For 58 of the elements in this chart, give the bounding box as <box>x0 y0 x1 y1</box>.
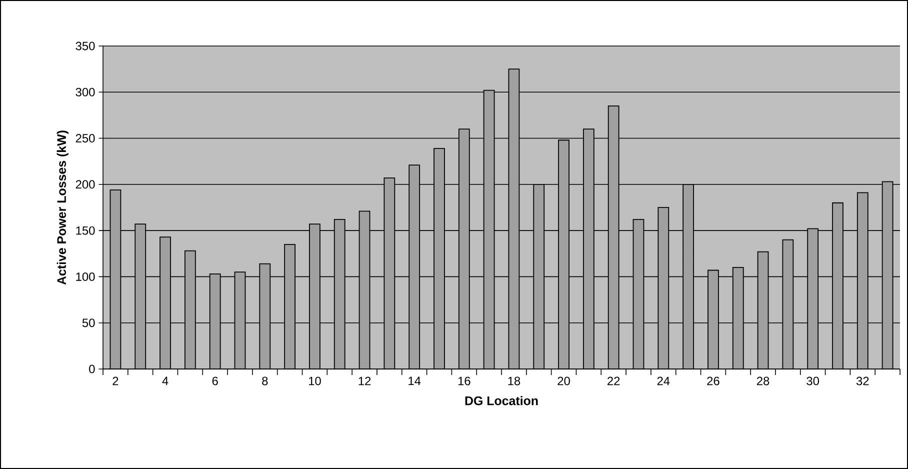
bar <box>234 272 246 369</box>
x-tick-label: 2 <box>112 376 118 386</box>
bar <box>832 202 844 369</box>
y-tick-label: 50 <box>82 318 95 328</box>
bar <box>782 239 794 369</box>
x-tick-label: 22 <box>608 376 620 386</box>
x-tick-label: 18 <box>508 376 520 386</box>
bar <box>732 267 744 369</box>
bar <box>134 224 146 369</box>
y-tick-label: 350 <box>76 42 95 50</box>
y-tick-label: 100 <box>76 272 95 281</box>
x-axis-title: DG Location <box>465 396 538 406</box>
x-tick-label: 4 <box>162 376 168 385</box>
bar <box>608 106 620 369</box>
bar <box>632 219 644 369</box>
bar <box>259 263 271 369</box>
bar <box>284 244 296 369</box>
x-tick-label: 16 <box>458 376 470 386</box>
bar <box>384 178 396 369</box>
x-tick-label: 8 <box>262 376 268 386</box>
bar <box>882 181 894 369</box>
x-tick-label: 26 <box>707 376 720 386</box>
y-tick-label: 200 <box>76 180 95 189</box>
bar <box>160 236 171 369</box>
x-tick-label: 32 <box>856 376 869 386</box>
bar <box>658 207 670 369</box>
bar <box>209 273 221 369</box>
bar <box>483 90 495 369</box>
bar <box>558 140 570 369</box>
x-tick-label: 24 <box>657 376 670 386</box>
bar <box>110 190 122 369</box>
bar <box>533 184 545 369</box>
bar <box>184 250 196 369</box>
bar <box>583 128 594 369</box>
bar <box>508 68 520 369</box>
x-tick-label: 20 <box>558 376 570 386</box>
bar <box>856 192 868 369</box>
bar <box>358 210 370 369</box>
bar <box>807 228 819 369</box>
bar <box>757 251 769 369</box>
x-tick-label: 6 <box>212 376 218 386</box>
y-tick-label: 150 <box>76 226 95 235</box>
y-tick-label: 300 <box>76 88 95 96</box>
bar <box>334 219 346 369</box>
bar <box>434 148 445 369</box>
y-tick-label: 0 <box>89 364 95 374</box>
bar <box>458 128 470 369</box>
x-tick-label: 10 <box>308 376 321 386</box>
x-tick-label: 28 <box>756 376 770 386</box>
x-tick-label: 12 <box>358 376 371 386</box>
bar <box>708 270 719 369</box>
y-tick-label: 250 <box>76 134 95 142</box>
bar <box>408 164 420 369</box>
y-axis-title: Active Power Losses (kW) <box>56 130 68 285</box>
x-tick-label: 30 <box>806 376 820 386</box>
bar <box>682 184 694 369</box>
bar <box>309 224 320 369</box>
x-tick-label: 14 <box>408 376 421 385</box>
